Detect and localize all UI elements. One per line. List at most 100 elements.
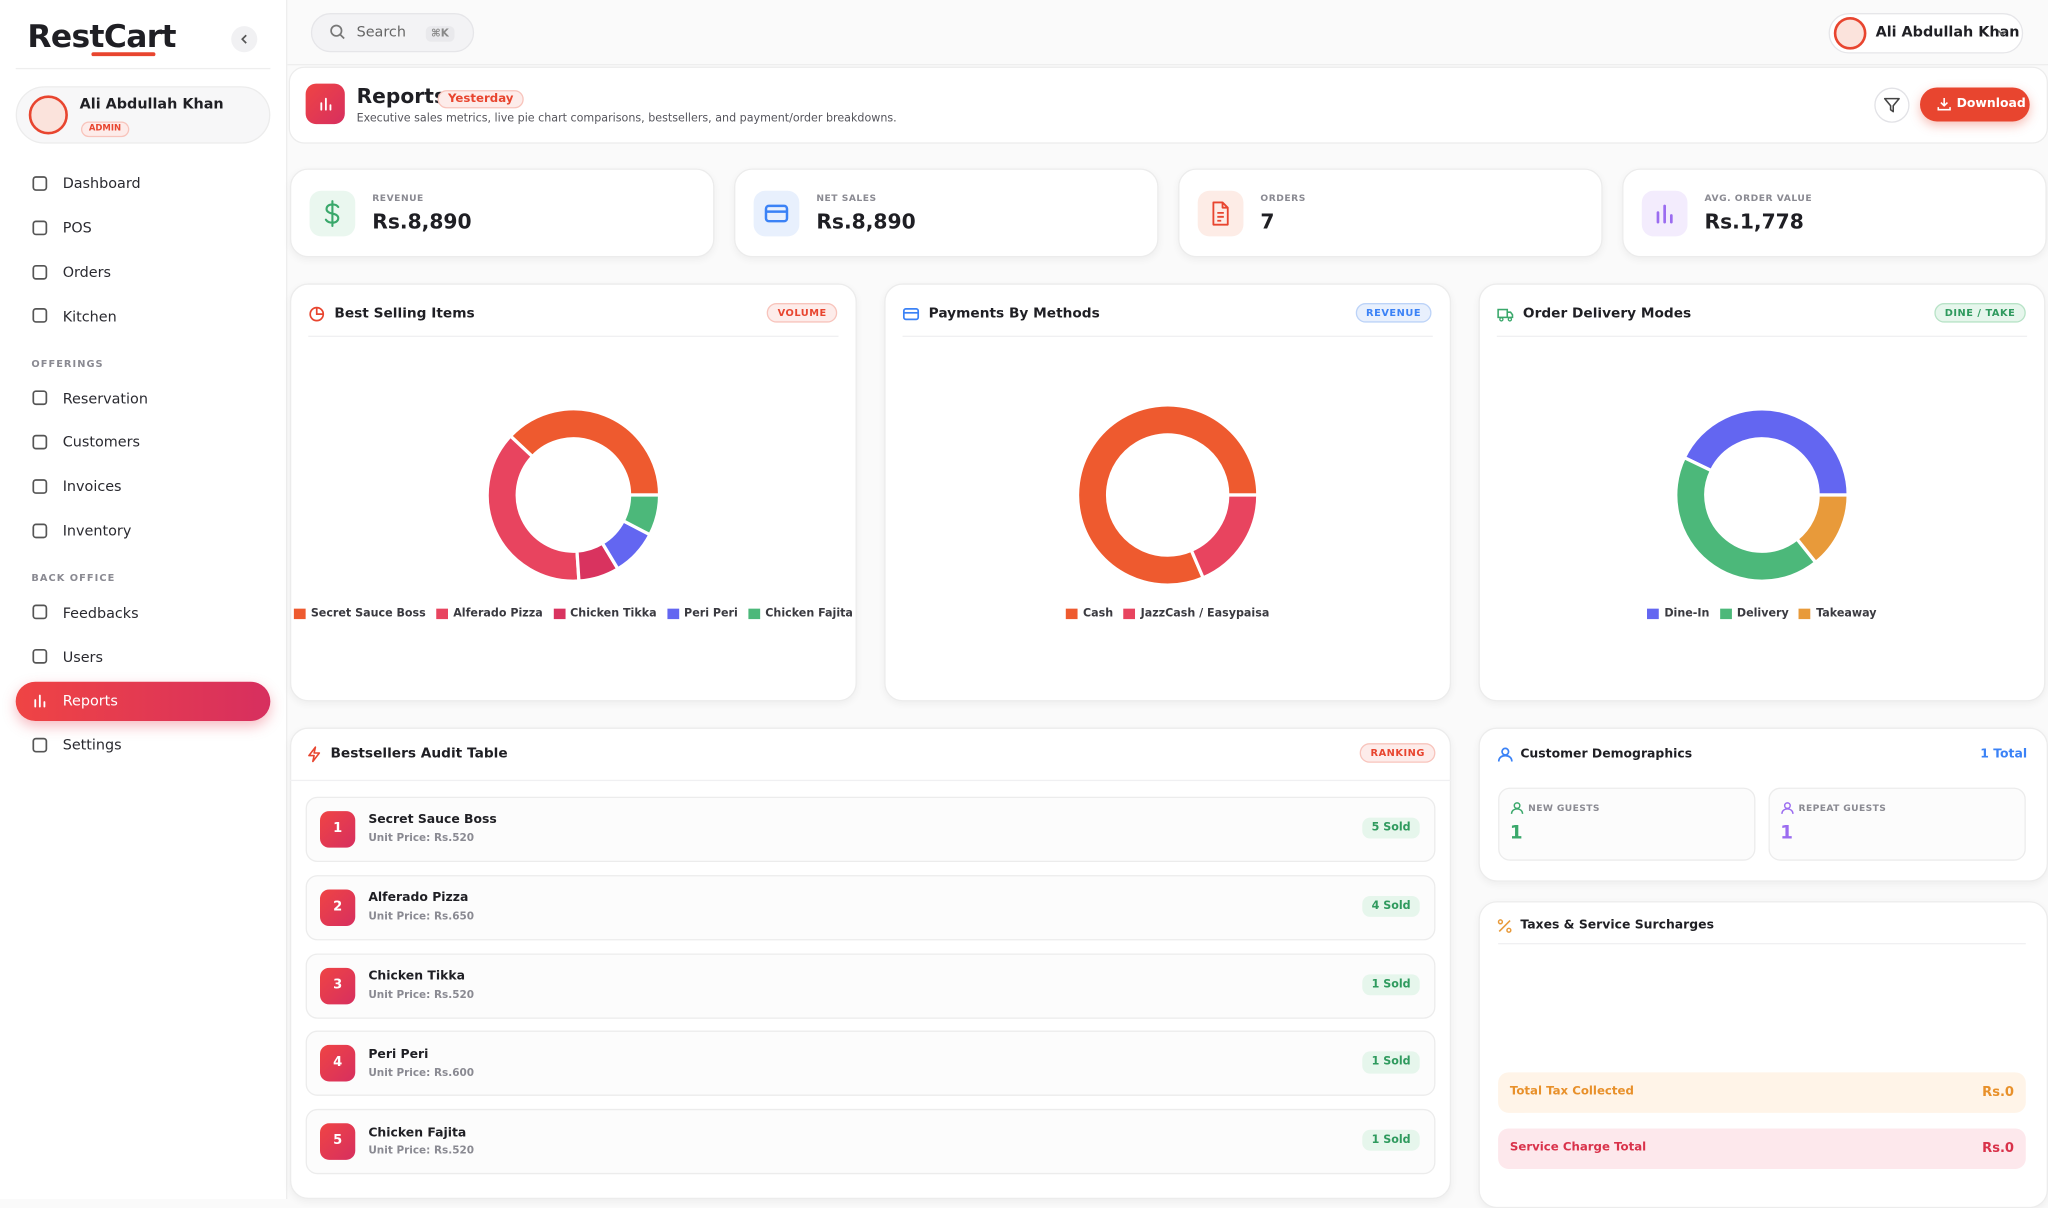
chart-divider [902, 335, 1433, 337]
legend-label: JazzCash / Easypaisa [1140, 607, 1270, 621]
icon [764, 204, 789, 223]
item-price: Unit Price: Rs.520 [368, 832, 474, 844]
date-badge: Yesterday [437, 89, 524, 109]
icon [32, 649, 48, 664]
legend-swatch [667, 608, 679, 620]
rank-number: 3 [333, 977, 343, 993]
item-price: Unit Price: Rs.520 [368, 988, 474, 1001]
nav-section-title: OFFERINGS [31, 357, 104, 370]
taxes-title: Taxes & Service Surcharges [1520, 918, 1714, 933]
nav-label: Orders [62, 263, 112, 281]
icon [902, 308, 920, 321]
legend-swatch [553, 608, 565, 620]
legend-label: Delivery [1736, 607, 1789, 621]
nav-item[interactable] [16, 511, 271, 550]
sidebar-divider [15, 67, 271, 70]
download-button[interactable] [1919, 87, 2030, 122]
nav-item[interactable] [16, 726, 271, 765]
bestseller-row [305, 874, 1436, 941]
donut-slice [621, 493, 662, 537]
icon [1497, 919, 1512, 933]
nav-label: Kitchen [62, 307, 117, 325]
demographic-label: REPEAT GUESTS [1798, 802, 1887, 814]
demographic-value: 1 [1780, 822, 1793, 844]
kpi-card [289, 168, 715, 258]
icon [308, 746, 321, 763]
icon [1497, 747, 1513, 762]
filter-button[interactable] [1874, 87, 1910, 123]
legend-item: Cash [1065, 605, 1114, 623]
nav-item[interactable] [16, 423, 271, 462]
kpi-value: Rs.8,890 [372, 209, 472, 234]
item-name: Chicken Fajita [368, 1125, 467, 1140]
sold-badge: 5 Sold [1362, 817, 1420, 839]
kpi-label: ORDERS [1260, 193, 1306, 204]
page-title: Reports [356, 84, 447, 108]
icon [320, 97, 332, 111]
tax-label: Total Tax Collected [1509, 1085, 1634, 1099]
icon [32, 176, 48, 191]
rank-badge [319, 1045, 356, 1082]
tax-label: Service Charge Total [1509, 1141, 1647, 1155]
demographic-value: 1 [1509, 822, 1523, 844]
icon [32, 434, 48, 450]
bestseller-row [305, 1031, 1436, 1097]
demographic-box [1498, 787, 1756, 861]
legend-swatch [1719, 608, 1732, 620]
search-shortcut: ⌘K [425, 26, 455, 42]
topbar-divider [287, 63, 2048, 66]
legend-swatch [748, 608, 761, 620]
tax-value: Rs.0 [1982, 1140, 2015, 1156]
icon [34, 694, 46, 708]
bestseller-row [305, 952, 1436, 1019]
legend-item: Delivery [1719, 605, 1789, 623]
chart-title: Order Delivery Modes [1522, 305, 1692, 321]
rank-badge [319, 1123, 356, 1161]
donut-slice [508, 407, 662, 497]
legend: Cash JazzCash / Easypaisa [884, 605, 1451, 623]
icon [32, 390, 48, 406]
kpi-icon [1212, 201, 1229, 226]
chevron-left [241, 34, 247, 44]
profile-role: ADMIN [80, 121, 129, 137]
nav-item[interactable] [16, 467, 271, 506]
legend-item: Chicken Tikka [553, 605, 657, 623]
item-price: Unit Price: Rs.600 [368, 1066, 474, 1079]
icon [32, 605, 48, 620]
legend-label: Cash [1082, 607, 1114, 621]
nav-item[interactable] [16, 209, 271, 248]
user-name: Ali Abdullah Khan [1875, 24, 2020, 41]
legend-label: Chicken Fajita [765, 607, 853, 621]
legend-swatch [1799, 608, 1811, 620]
collapse-button[interactable] [231, 26, 258, 53]
donut-slice [1794, 493, 1850, 565]
nav-item[interactable] [16, 253, 271, 292]
donut [1075, 403, 1260, 587]
nav-label: Customers [62, 434, 140, 452]
rank-badge [319, 967, 356, 1004]
icon [32, 308, 48, 324]
sold-badge: 1 Sold [1362, 1130, 1420, 1152]
nav-item[interactable] [16, 165, 271, 204]
demographics-total: 1 Total [1980, 747, 2028, 762]
icon [1510, 802, 1524, 814]
item-price: Unit Price: Rs.520 [368, 1144, 474, 1157]
legend-item: Alferado Pizza [436, 605, 543, 623]
demographic-box [1768, 787, 2026, 861]
nav-label: Users [62, 648, 103, 666]
nav-active[interactable] [15, 681, 271, 721]
nav-item[interactable] [16, 638, 271, 677]
chart-title: Payments By Methods [928, 305, 1100, 321]
nav-item[interactable] [16, 297, 271, 336]
nav-item[interactable] [16, 593, 271, 632]
item-name: Alferado Pizza [368, 890, 469, 906]
nav-label: Inventory [62, 522, 132, 540]
item-name: Secret Sauce Boss [368, 812, 497, 828]
nav-label: Feedbacks [62, 604, 139, 622]
legend-swatch [1647, 608, 1660, 620]
download-label: Download [1956, 97, 2026, 112]
rank-number: 1 [333, 821, 343, 836]
chart-card [884, 283, 1452, 702]
nav-label: Reservation [62, 389, 148, 407]
